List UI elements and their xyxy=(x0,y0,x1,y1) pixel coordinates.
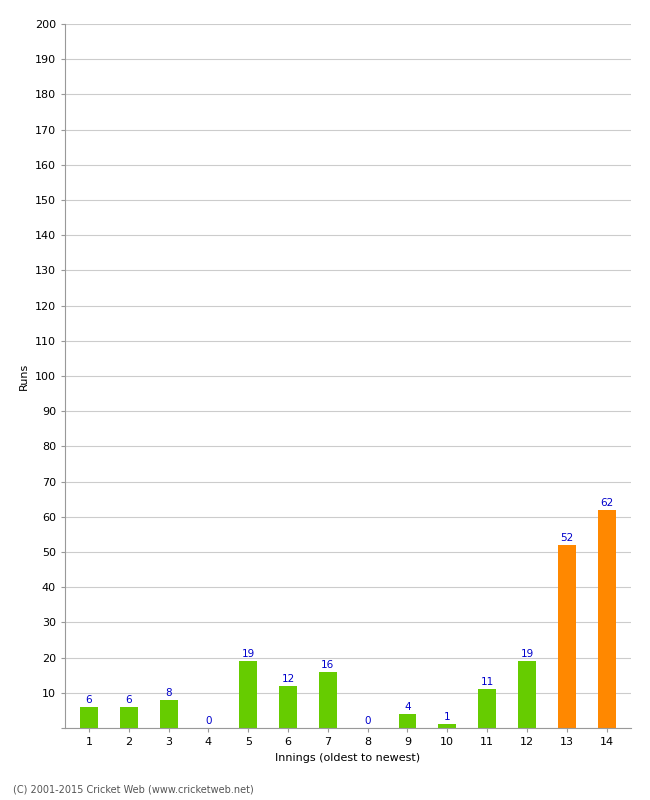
Text: 4: 4 xyxy=(404,702,411,712)
Y-axis label: Runs: Runs xyxy=(20,362,29,390)
Bar xyxy=(478,690,496,728)
Bar xyxy=(239,661,257,728)
Text: 19: 19 xyxy=(242,649,255,659)
Bar xyxy=(398,714,417,728)
Text: 16: 16 xyxy=(321,659,335,670)
Bar xyxy=(80,707,98,728)
Text: (C) 2001-2015 Cricket Web (www.cricketweb.net): (C) 2001-2015 Cricket Web (www.cricketwe… xyxy=(13,784,254,794)
Text: 12: 12 xyxy=(281,674,294,684)
Bar xyxy=(597,510,616,728)
Text: 8: 8 xyxy=(165,688,172,698)
X-axis label: Innings (oldest to newest): Innings (oldest to newest) xyxy=(275,753,421,762)
Text: 11: 11 xyxy=(480,677,494,687)
Bar xyxy=(558,545,576,728)
Text: 6: 6 xyxy=(86,694,92,705)
Bar xyxy=(279,686,297,728)
Text: 6: 6 xyxy=(125,694,132,705)
Text: 62: 62 xyxy=(600,498,613,508)
Text: 19: 19 xyxy=(521,649,534,659)
Text: 52: 52 xyxy=(560,533,573,543)
Text: 1: 1 xyxy=(444,712,450,722)
Bar xyxy=(120,707,138,728)
Bar xyxy=(518,661,536,728)
Text: 0: 0 xyxy=(205,716,212,726)
Bar xyxy=(160,700,177,728)
Text: 0: 0 xyxy=(365,716,371,726)
Bar xyxy=(438,725,456,728)
Bar xyxy=(319,672,337,728)
